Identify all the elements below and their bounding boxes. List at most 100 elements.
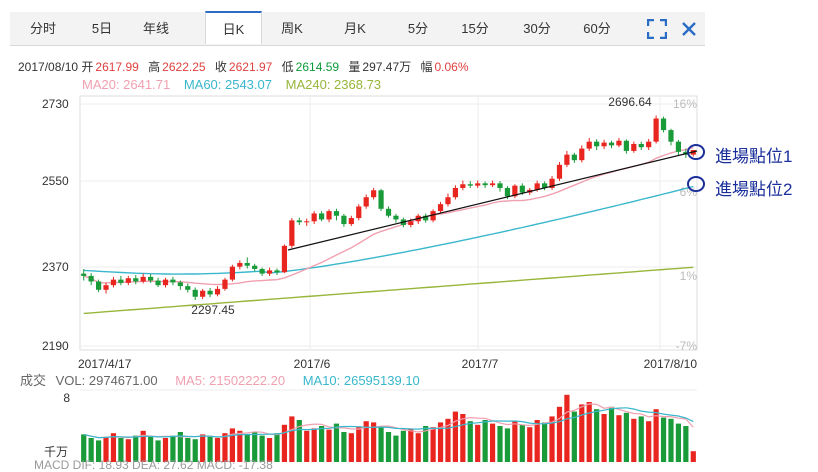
ma240-legend: MA240: 2368.73 bbox=[285, 77, 382, 92]
volume-bar-34 bbox=[326, 429, 332, 462]
tab-3[interactable]: 年线 bbox=[142, 21, 169, 36]
volume-bar-22 bbox=[237, 430, 243, 462]
ma20-line bbox=[83, 147, 694, 286]
tab-1[interactable]: 分时 bbox=[29, 21, 56, 36]
volume-bar-80 bbox=[668, 418, 674, 462]
close-label: 收 bbox=[214, 60, 227, 74]
candle-body-77 bbox=[646, 141, 652, 148]
candle-body-14 bbox=[177, 282, 183, 287]
fullscreen-icon[interactable] bbox=[642, 12, 672, 45]
candle-body-57 bbox=[497, 183, 503, 188]
tab-10[interactable]: 60分 bbox=[583, 21, 611, 36]
volume-bar-8 bbox=[133, 435, 139, 462]
candle-body-2 bbox=[88, 275, 94, 282]
entry-point-2-label: 進場點位2 bbox=[715, 180, 793, 199]
tab-5[interactable]: 周K bbox=[281, 21, 303, 36]
volume-bar-5 bbox=[110, 433, 117, 462]
trendline-1 bbox=[287, 150, 698, 251]
candle-body-39 bbox=[363, 197, 369, 207]
candle-body-3 bbox=[95, 281, 102, 290]
candle-body-80 bbox=[668, 130, 674, 142]
volume-bar-58 bbox=[504, 428, 511, 462]
candle-body-41 bbox=[378, 190, 384, 209]
change-label: 幅 bbox=[420, 60, 433, 74]
candle-body-51 bbox=[452, 187, 459, 198]
volume-bar-30 bbox=[296, 420, 302, 462]
candle-body-4 bbox=[103, 285, 109, 290]
candle-body-21 bbox=[229, 266, 235, 280]
volume-bar-25 bbox=[259, 435, 265, 462]
vol-ma10-line bbox=[83, 407, 694, 439]
candle-body-34 bbox=[326, 211, 332, 220]
candle-body-20 bbox=[222, 279, 228, 289]
candle-body-33 bbox=[318, 213, 325, 220]
volume-bar-27 bbox=[274, 433, 280, 462]
tab-7[interactable]: 5分 bbox=[407, 21, 429, 36]
volume-bar-31 bbox=[304, 430, 310, 462]
volume-label: 量 bbox=[348, 60, 361, 74]
volume-bar-6 bbox=[118, 438, 124, 462]
volume-bar-38 bbox=[356, 427, 362, 462]
candle-body-40 bbox=[371, 190, 377, 198]
x-tick-label-4: 2017/8/10 bbox=[644, 357, 698, 371]
ma60-legend: MA60: 2543.07 bbox=[183, 77, 272, 92]
volume-bar-4 bbox=[103, 436, 109, 462]
close-icon[interactable] bbox=[674, 12, 704, 45]
tab-8[interactable]: 15分 bbox=[461, 21, 489, 36]
candle-body-16 bbox=[192, 289, 198, 297]
x-tick-label-3: 2017/7 bbox=[462, 357, 499, 371]
candle-body-58 bbox=[504, 187, 511, 197]
volume-bar-26 bbox=[266, 438, 273, 462]
tab-9[interactable]: 30分 bbox=[523, 21, 551, 36]
volume-bar-3 bbox=[95, 440, 102, 462]
candle-body-24 bbox=[252, 265, 258, 269]
period-tab-bar: 分时 5日 年线 日K 周K 月K 5分 15分 30分 60分 bbox=[10, 11, 705, 46]
volume-bar-43 bbox=[393, 435, 399, 462]
volume-bar-21 bbox=[229, 428, 235, 462]
volume-bar-35 bbox=[333, 423, 340, 462]
volume-bar-81 bbox=[675, 423, 682, 462]
close-value: 2621.97 bbox=[228, 60, 273, 74]
tab-6[interactable]: 月K bbox=[344, 21, 366, 36]
tab-4[interactable]: 日K bbox=[205, 11, 262, 44]
volume-bar-69 bbox=[586, 402, 592, 462]
volume-bar-13 bbox=[170, 435, 176, 462]
candle-body-63 bbox=[542, 183, 548, 188]
tab-2[interactable]: 5日 bbox=[91, 21, 113, 36]
change-value: 0.06% bbox=[434, 60, 469, 74]
volume-bar-62 bbox=[534, 420, 540, 462]
volume-bar-70 bbox=[594, 409, 600, 462]
x-tick-label-1: 2017/4/17 bbox=[78, 357, 132, 371]
volume-bar-39 bbox=[363, 421, 369, 462]
candle-body-75 bbox=[631, 143, 637, 151]
volume-bar-47 bbox=[423, 426, 429, 462]
candle-body-45 bbox=[408, 221, 414, 225]
volume-bar-29 bbox=[289, 416, 295, 462]
x-tick-label-2: 2017/6 bbox=[294, 357, 331, 371]
y-tick-label-2: 2550 bbox=[42, 174, 69, 188]
volume-bar-82 bbox=[683, 426, 689, 462]
candle-body-64 bbox=[549, 178, 555, 188]
high-annotation: 2696.64 bbox=[608, 95, 652, 109]
volume-bar-42 bbox=[385, 432, 392, 462]
volume-legend: 成交 VOL: 2974671.00 MA5: 21502222.20 MA10… bbox=[0, 370, 420, 389]
volume-bar-46 bbox=[415, 433, 421, 462]
candle-body-12 bbox=[162, 279, 169, 286]
candle-body-55 bbox=[482, 183, 488, 186]
volume-bar-77 bbox=[646, 421, 652, 462]
volume-bar-36 bbox=[341, 432, 347, 462]
candle-body-42 bbox=[385, 208, 392, 216]
candle-body-31 bbox=[304, 221, 310, 223]
candle-body-47 bbox=[423, 215, 429, 221]
candle-body-52 bbox=[460, 184, 466, 188]
candle-body-68 bbox=[579, 148, 585, 161]
low-value: 2614.59 bbox=[295, 60, 340, 74]
high-label: 高 bbox=[148, 60, 161, 74]
volume-bar-32 bbox=[311, 428, 317, 462]
volume-bar-54 bbox=[475, 424, 481, 462]
plot-frame bbox=[79, 95, 698, 351]
pct-tick-label-1: 16% bbox=[673, 97, 697, 111]
candle-body-72 bbox=[608, 142, 615, 146]
